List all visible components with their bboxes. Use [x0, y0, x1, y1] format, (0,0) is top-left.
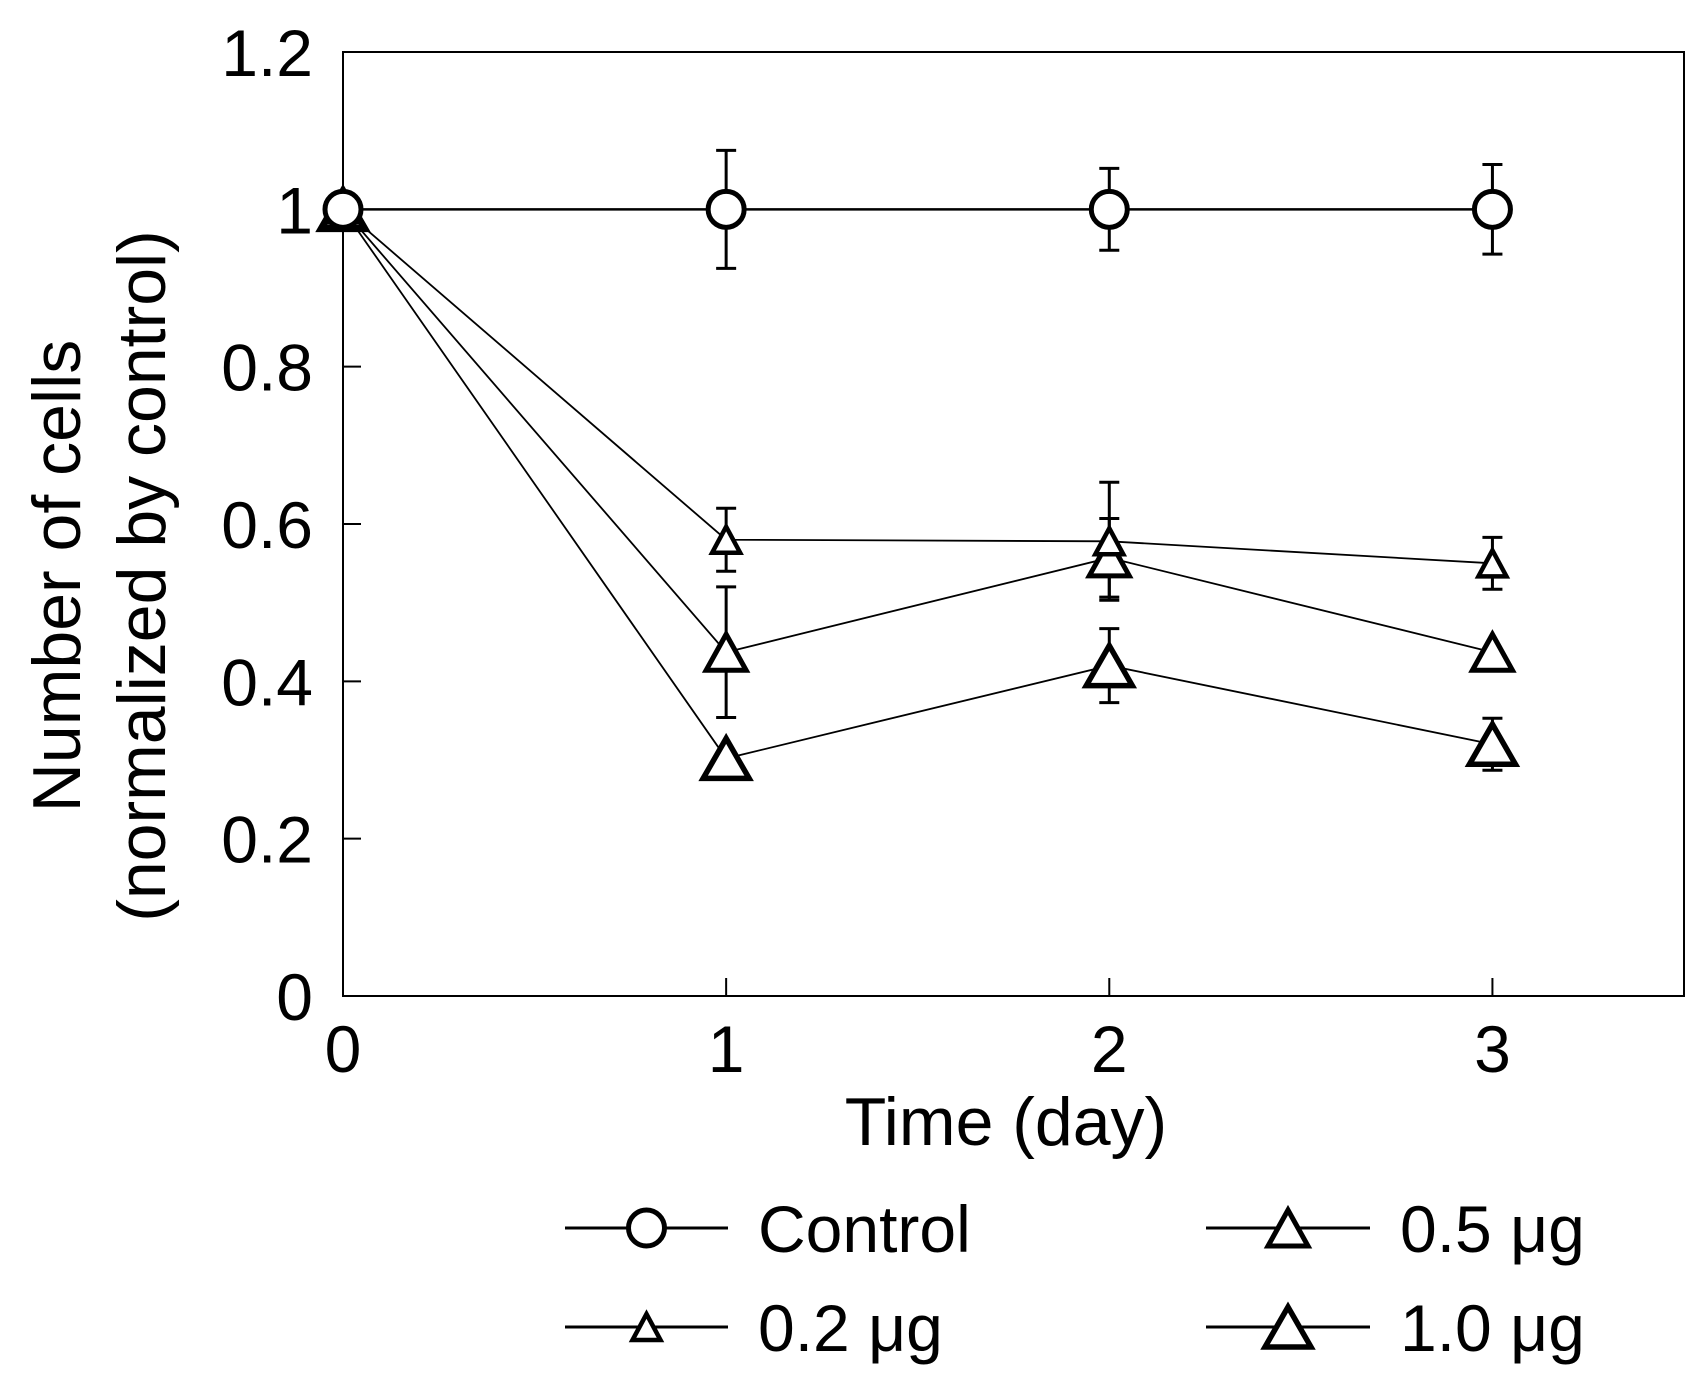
x-ticks: 0 1 2 3: [325, 978, 1511, 1086]
x-tick-label: 0: [325, 1012, 362, 1086]
y-axis-title-line1: Number of cells: [19, 340, 95, 812]
data-point: [1085, 534, 1134, 579]
legend-label: Control: [758, 1192, 971, 1266]
legend: Control 0.5 μg 0.2 μg 1.0 μg: [565, 1192, 1585, 1365]
x-tick-label: 2: [1091, 1012, 1128, 1086]
data-point: [701, 629, 751, 673]
data-point: [705, 188, 747, 230]
data-point: [1091, 523, 1128, 557]
legend-item: 0.5 μg: [1206, 1192, 1585, 1266]
series-line-0.2 μg: [342, 208, 1493, 565]
legend-label: 0.2 μg: [758, 1291, 943, 1365]
data-point: [1471, 188, 1513, 230]
y-axis-title: Number of cells (normalized by control): [19, 230, 180, 922]
data-point: [1088, 188, 1130, 230]
y-tick-label: 0.4: [221, 645, 313, 719]
data-point: [322, 188, 364, 230]
legend-label: 1.0 μg: [1400, 1291, 1585, 1365]
data-point: [698, 732, 754, 782]
y-tick-label: 1.2: [221, 16, 313, 90]
y-tick-label: 0: [276, 960, 313, 1034]
y-axis-title-line2: (normalized by control): [104, 230, 180, 922]
y-tick-label: 0.2: [221, 803, 313, 877]
markers: [315, 183, 1521, 782]
y-ticks: 0 0.2 0.4 0.6 0.8 1 1.2: [221, 16, 361, 1034]
x-tick-label: 3: [1474, 1012, 1511, 1086]
legend-marker: [628, 1309, 665, 1343]
data-point: [1468, 629, 1517, 673]
legend-item: 1.0 μg: [1206, 1291, 1585, 1365]
series-line-1.0 μg: [342, 208, 1493, 760]
legend-marker: [626, 1207, 667, 1249]
x-tick-label: 1: [708, 1012, 745, 1086]
data-point: [1464, 718, 1521, 768]
data-point: [1081, 640, 1138, 689]
legend-marker: [1263, 1204, 1313, 1249]
y-tick-label: 0.6: [221, 488, 313, 562]
legend-item: Control: [565, 1192, 971, 1266]
y-tick-label: 1: [276, 173, 313, 247]
legend-label: 0.5 μg: [1400, 1192, 1585, 1266]
y-tick-label: 0.8: [221, 331, 313, 405]
series-line-0.5 μg: [342, 208, 1493, 654]
legend-item: 0.2 μg: [565, 1291, 943, 1365]
series-lines: [342, 208, 1493, 760]
x-axis-title: Time (day): [845, 1084, 1167, 1160]
data-point: [708, 521, 744, 555]
legend-marker: [1260, 1301, 1316, 1350]
data-point: [1474, 545, 1511, 579]
